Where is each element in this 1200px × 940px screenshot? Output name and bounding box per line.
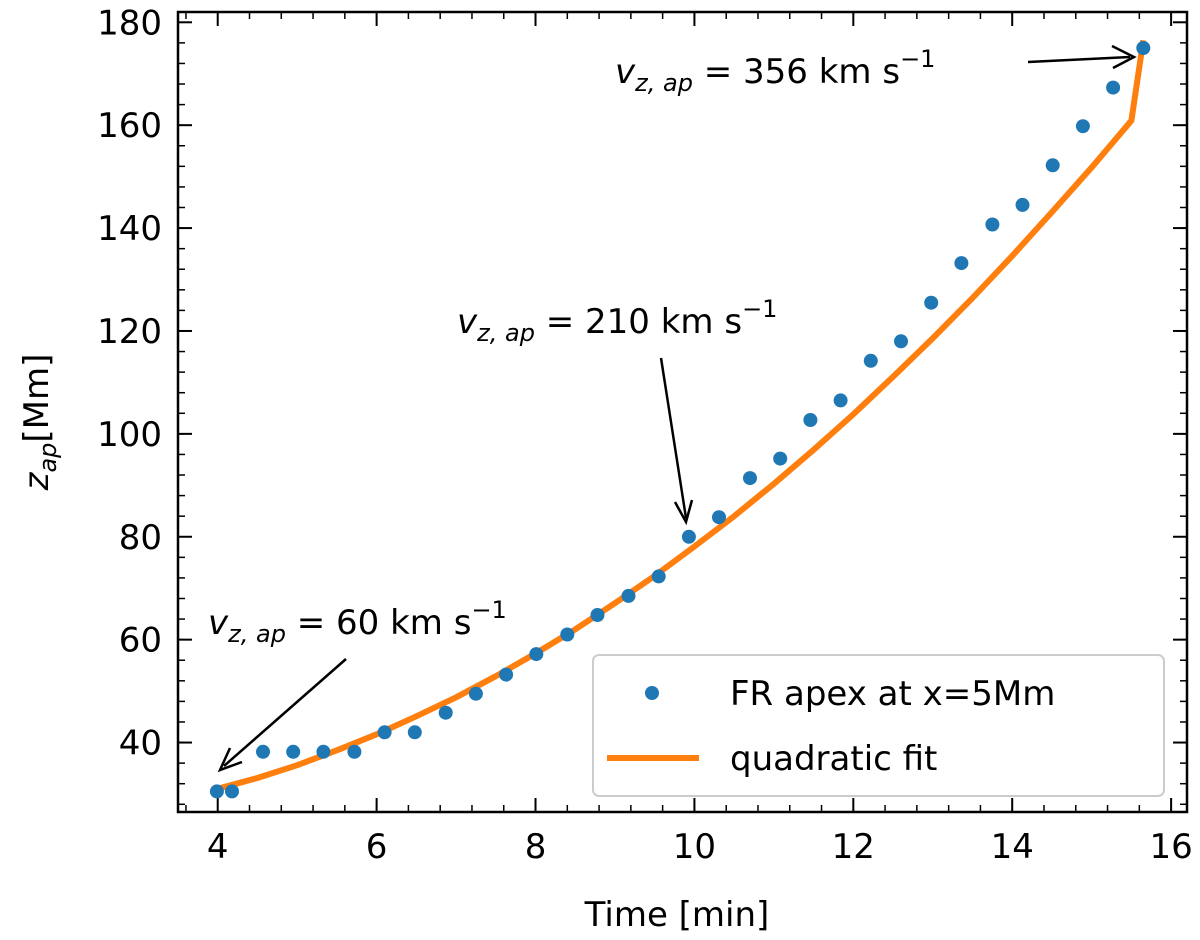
legend-label-points: FR apex at x=5Mm xyxy=(730,674,1055,714)
annotation-356-v: v xyxy=(615,52,636,92)
annotation-60-arrowhead xyxy=(217,747,243,773)
annotation-60: vz, ap = 60 km s−1 xyxy=(208,596,507,773)
y-axis-label-main: z xyxy=(17,471,57,491)
annotation-60-sub: z, ap xyxy=(227,620,286,648)
y-tick-label: 100 xyxy=(97,415,162,455)
y-tick-label: 140 xyxy=(97,209,162,249)
annotation-210-eq: = 210 km s xyxy=(535,302,742,342)
svg-text:vz, ap = 60 km s−1: vz, ap = 60 km s−1 xyxy=(208,596,507,648)
data-point xyxy=(712,510,726,525)
data-point xyxy=(225,784,239,799)
x-tick-label: 4 xyxy=(207,827,229,867)
annotation-356-arrowhead xyxy=(1111,44,1137,70)
legend-box xyxy=(592,654,1165,797)
annotation-210-sub: z, ap xyxy=(476,319,535,347)
data-point xyxy=(1075,119,1090,134)
data-point xyxy=(924,295,939,310)
x-tick-label: 16 xyxy=(1149,827,1192,867)
x-tick-label: 6 xyxy=(366,827,388,867)
data-point xyxy=(256,744,270,759)
data-point xyxy=(377,725,392,740)
svg-text:vz, ap = 356 km s−1: vz, ap = 356 km s−1 xyxy=(615,45,935,97)
legend-label-fit: quadratic fit xyxy=(730,739,937,779)
annotation-356-sub: z, ap xyxy=(634,69,693,97)
data-point xyxy=(621,588,636,603)
x-tick-label: 8 xyxy=(525,827,547,867)
data-point xyxy=(651,569,666,584)
y-tick-label: 40 xyxy=(119,724,162,764)
data-point xyxy=(985,217,1000,232)
data-point xyxy=(316,744,331,759)
annotation-356-eq: = 356 km s xyxy=(693,52,900,92)
y-axis-label-sub: ap xyxy=(34,443,62,473)
data-point xyxy=(803,413,818,427)
annotation-210-arrow xyxy=(659,357,688,519)
annotation-356-sup: −1 xyxy=(900,45,935,73)
annotation-60-eq: = 60 km s xyxy=(286,603,472,643)
data-point xyxy=(347,744,362,759)
legend-marker-points xyxy=(645,686,659,700)
x-tick-label: 14 xyxy=(991,827,1034,867)
data-point xyxy=(499,667,514,682)
y-tick-label: 80 xyxy=(119,518,162,558)
y-axis-label: zap[Mm] xyxy=(17,354,62,492)
data-point xyxy=(1106,80,1121,95)
svg-text:vz, ap = 210 km s−1: vz, ap = 210 km s−1 xyxy=(457,295,777,347)
data-point xyxy=(833,393,848,408)
data-point xyxy=(743,471,757,486)
data-point xyxy=(468,686,483,701)
annotation-210: vz, ap = 210 km s−1 xyxy=(457,295,777,526)
data-point xyxy=(1015,197,1030,212)
fit-line xyxy=(216,39,1147,792)
data-point xyxy=(894,334,908,349)
annotation-60-sup: −1 xyxy=(471,596,506,624)
annotation-60-v: v xyxy=(208,603,229,643)
data-point xyxy=(209,784,224,799)
legend: FR apex at x=5Mm quadratic fit xyxy=(592,654,1165,797)
data-point xyxy=(773,451,788,466)
data-point xyxy=(560,627,575,642)
x-axis-label: Time [min] xyxy=(584,895,770,935)
y-tick-label: 60 xyxy=(119,621,162,661)
annotation-210-v: v xyxy=(457,302,478,342)
data-point xyxy=(1045,158,1060,173)
x-tick-label: 12 xyxy=(832,827,875,867)
x-tick-label: 10 xyxy=(673,827,716,867)
annotation-210-arrowhead xyxy=(673,499,694,526)
y-tick-label: 160 xyxy=(97,106,162,146)
y-tick-label: 120 xyxy=(97,312,162,352)
annotation-356-arrow xyxy=(1027,55,1131,64)
y-tick-label: 180 xyxy=(97,3,162,43)
annotation-210-sup: −1 xyxy=(742,295,777,323)
data-point xyxy=(590,608,605,622)
data-point xyxy=(1136,41,1151,55)
data-point xyxy=(954,256,969,271)
data-point xyxy=(529,647,544,662)
annotation-60-arrow xyxy=(223,658,347,767)
plot-frame xyxy=(176,10,1189,814)
annotation-356: vz, ap = 356 km s−1 xyxy=(615,44,1137,97)
data-point xyxy=(438,705,453,720)
data-point xyxy=(286,744,301,759)
data-point xyxy=(681,529,696,544)
data-point xyxy=(863,353,878,368)
data-point xyxy=(407,725,422,740)
y-axis-label-tail: [Mm] xyxy=(17,354,57,443)
